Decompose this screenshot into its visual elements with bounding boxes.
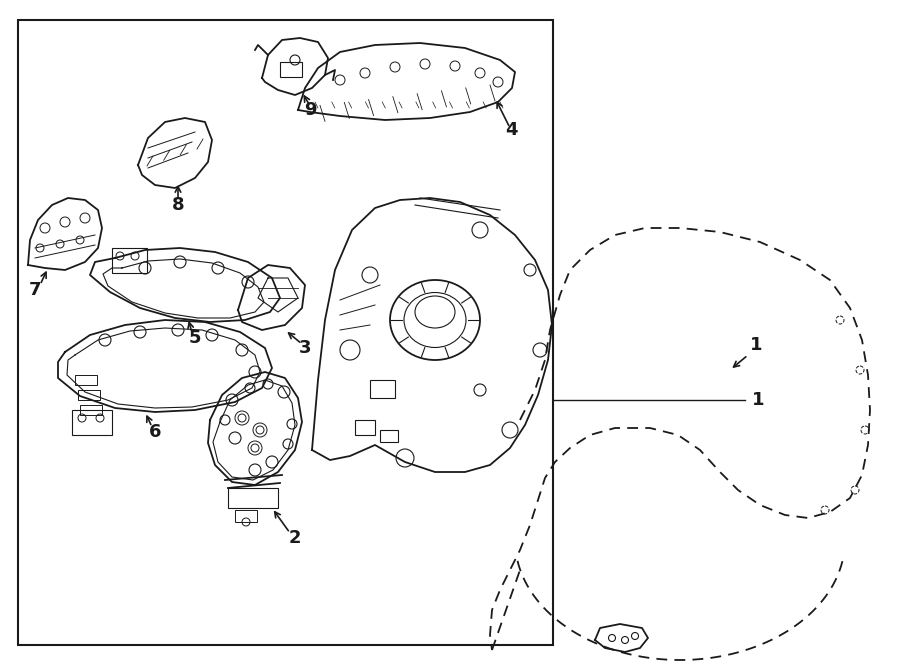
- Bar: [72, 410, 112, 435]
- Text: 4: 4: [505, 121, 518, 139]
- Bar: [280, 62, 302, 77]
- Text: 1: 1: [752, 391, 764, 409]
- Bar: [78, 390, 100, 400]
- Bar: [370, 380, 395, 398]
- Text: 8: 8: [172, 196, 184, 214]
- Text: 5: 5: [189, 329, 202, 347]
- Bar: [355, 420, 375, 435]
- Bar: [75, 375, 97, 385]
- Bar: [235, 510, 257, 522]
- Text: 7: 7: [29, 281, 41, 299]
- Bar: [380, 430, 398, 442]
- Text: 1: 1: [750, 336, 762, 354]
- Text: 3: 3: [299, 339, 311, 357]
- Bar: [112, 248, 147, 273]
- Bar: [80, 405, 102, 415]
- Bar: [18, 20, 553, 645]
- Text: 9: 9: [304, 101, 316, 119]
- Bar: [228, 488, 278, 508]
- Text: 6: 6: [148, 423, 161, 441]
- Text: 2: 2: [289, 529, 302, 547]
